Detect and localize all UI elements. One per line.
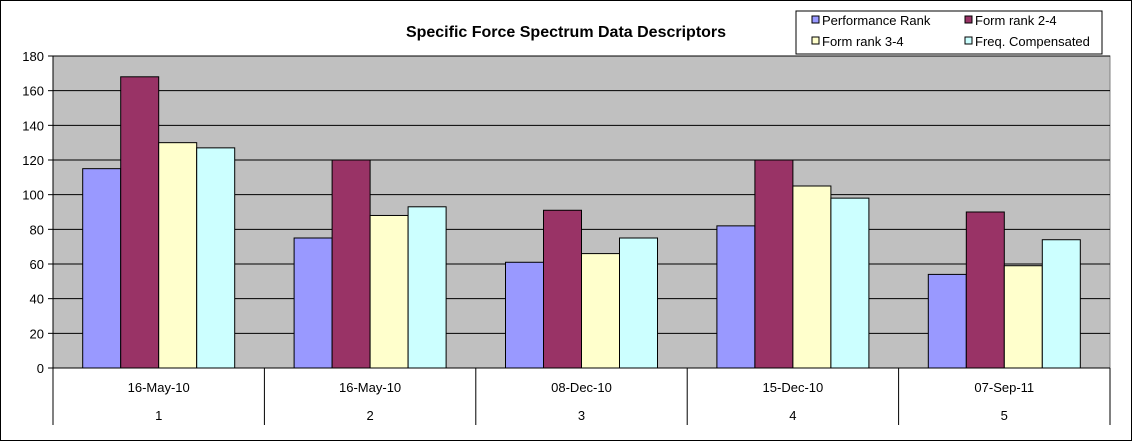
bar (505, 261, 544, 369)
y-tick-label: 160 (22, 84, 44, 99)
y-tick-label: 40 (30, 292, 44, 307)
bar (407, 206, 447, 369)
bar (543, 209, 582, 369)
x-tick-label-date: 16-May-10 (339, 380, 401, 395)
y-tick-label: 120 (22, 153, 44, 168)
bar (754, 159, 794, 369)
x-tick-label-date: 07-Sep-11 (974, 380, 1034, 395)
x-tick-label-date: 08-Dec-10 (551, 380, 612, 395)
x-axis: 16-May-10 1 16-May-10 2 08-Dec-10 3 15-Dec-10 4… (52, 367, 1111, 425)
bar (1003, 265, 1043, 369)
legend-swatch (811, 36, 820, 45)
x-tick-label-index: 1 (155, 408, 162, 423)
bar (1041, 239, 1081, 369)
bar (927, 273, 967, 369)
y-tick-label: 20 (30, 326, 44, 341)
x-tick-label-date: 16-May-10 (128, 380, 190, 395)
bar (120, 76, 160, 369)
bar (369, 214, 409, 369)
x-tick-label-index: 5 (1001, 408, 1008, 423)
y-axis-ticks: 0 20 40 60 80 100 120 140 160 180 (22, 49, 54, 425)
bar (716, 225, 756, 369)
x-tick-label-index: 4 (789, 408, 796, 423)
legend-swatch (964, 36, 973, 45)
x-tick-label-index: 2 (366, 408, 373, 423)
legend-label: Form rank 3-4 (822, 34, 904, 49)
bar (293, 237, 333, 369)
bar (619, 237, 658, 369)
y-tick-label: 180 (22, 49, 44, 64)
bar (965, 211, 1005, 369)
legend-swatch (811, 15, 820, 24)
bar (82, 168, 122, 369)
y-tick-label: 0 (37, 361, 44, 376)
bar (792, 185, 832, 369)
bar (581, 253, 620, 369)
legend-label: Form rank 2-4 (975, 13, 1057, 28)
legend-swatch (964, 15, 973, 24)
legend-label: Performance Rank (822, 13, 931, 28)
legend-box (795, 10, 1103, 55)
bar (158, 142, 198, 369)
y-tick-label: 140 (22, 118, 44, 133)
y-tick-label: 60 (30, 257, 44, 272)
bar (830, 197, 870, 369)
x-tick-label-date: 15-Dec-10 (763, 380, 824, 395)
y-tick-label: 100 (22, 188, 44, 203)
bar (196, 147, 236, 369)
legend: Performance Rank Form rank 2-4 Form rank 3… (795, 10, 1103, 55)
y-tick-label: 80 (30, 222, 44, 237)
legend-label: Freq. Compensated (975, 34, 1090, 49)
chart-title: Specific Force Spectrum Data Descriptors (406, 24, 726, 41)
x-tick-label-index: 3 (578, 408, 585, 423)
bar (331, 159, 371, 369)
bars (82, 76, 1081, 369)
